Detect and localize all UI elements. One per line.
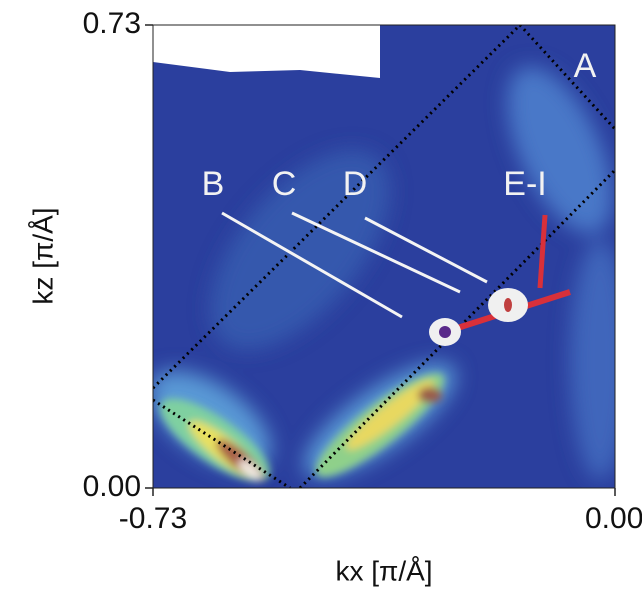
x-tick-label: -0.73 <box>119 502 187 535</box>
annotation: E-I <box>503 165 546 203</box>
x-axis-label: kx [π/Å] <box>335 555 432 586</box>
heatmap-image <box>153 25 615 488</box>
annotation: A <box>574 47 597 85</box>
plot-frame <box>152 24 616 489</box>
y-tick-label: 0.73 <box>83 7 141 40</box>
annotation: B <box>202 165 225 203</box>
annotation: C <box>272 165 297 203</box>
x-tick-label: 0.00 <box>585 502 642 535</box>
annotation: D <box>343 165 368 203</box>
y-axis-label: kz [π/Å] <box>27 207 58 304</box>
y-tick-label: 0.00 <box>83 470 141 503</box>
